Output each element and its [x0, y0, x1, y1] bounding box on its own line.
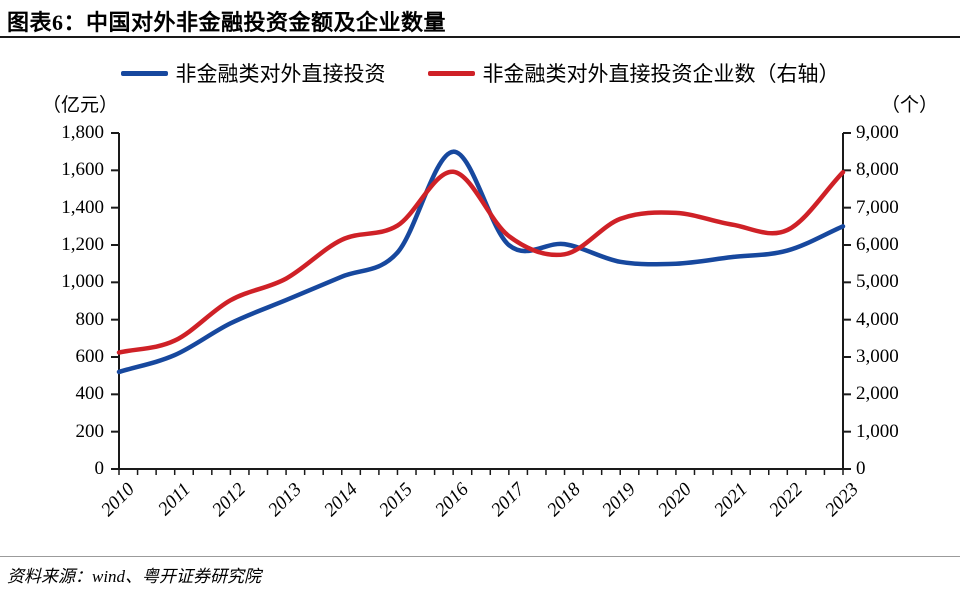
right-y-axis-label: 0	[856, 458, 866, 479]
left-y-axis-label: 400	[75, 383, 105, 405]
footer-divider	[0, 556, 960, 557]
legend-item-investment: 非金融类对外直接投资	[120, 58, 386, 88]
right-axis-unit: （个）	[880, 95, 938, 116]
left-axis-unit: （亿元）	[42, 95, 119, 116]
right-y-axis-label: 2,000	[856, 383, 899, 405]
left-y-axis-label: 200	[75, 420, 105, 442]
left-y-axis-label: 1,800	[61, 122, 104, 143]
right-y-axis-label: 8,000	[856, 159, 899, 181]
right-y-axis-label: 7,000	[856, 196, 899, 218]
left-y-axis-label: 0	[94, 458, 105, 479]
left-y-axis-label: 1,600	[61, 159, 104, 181]
title-divider	[0, 36, 960, 38]
chart-title: 图表6：中国对外非金融投资金额及企业数量	[7, 10, 447, 35]
right-y-axis-label: 6,000	[856, 234, 899, 255]
right-y-axis-label: 1,000	[856, 420, 899, 442]
right-y-axis-label: 5,000	[856, 271, 899, 293]
source-note: 资料来源：wind、粤开证券研究院	[7, 567, 262, 586]
legend-item-enterprises: 非金融类对外直接投资企业数（右轴）	[427, 58, 840, 88]
left-y-axis-label: 1,000	[61, 271, 104, 293]
series-line-enterprises	[116, 169, 846, 355]
series-line-investment	[116, 149, 846, 375]
legend-label-enterprises: 非金融类对外直接投资企业数（右轴）	[482, 62, 840, 86]
right-y-axis-label: 4,000	[856, 308, 899, 330]
legend: 非金融类对外直接投资 非金融类对外直接投资企业数（右轴）	[0, 58, 960, 88]
left-y-axis-label: 1,200	[61, 234, 104, 255]
left-y-axis-label: 1,400	[61, 196, 104, 218]
right-y-axis-label: 9,000	[856, 122, 899, 143]
right-y-axis-label: 3,000	[856, 346, 899, 367]
legend-label-investment: 非金融类对外直接投资	[175, 62, 386, 86]
legend-line-blue-icon	[120, 70, 168, 76]
left-y-axis-label: 600	[75, 346, 105, 367]
legend-line-red-icon	[427, 70, 475, 76]
left-y-axis-label: 800	[75, 308, 105, 330]
